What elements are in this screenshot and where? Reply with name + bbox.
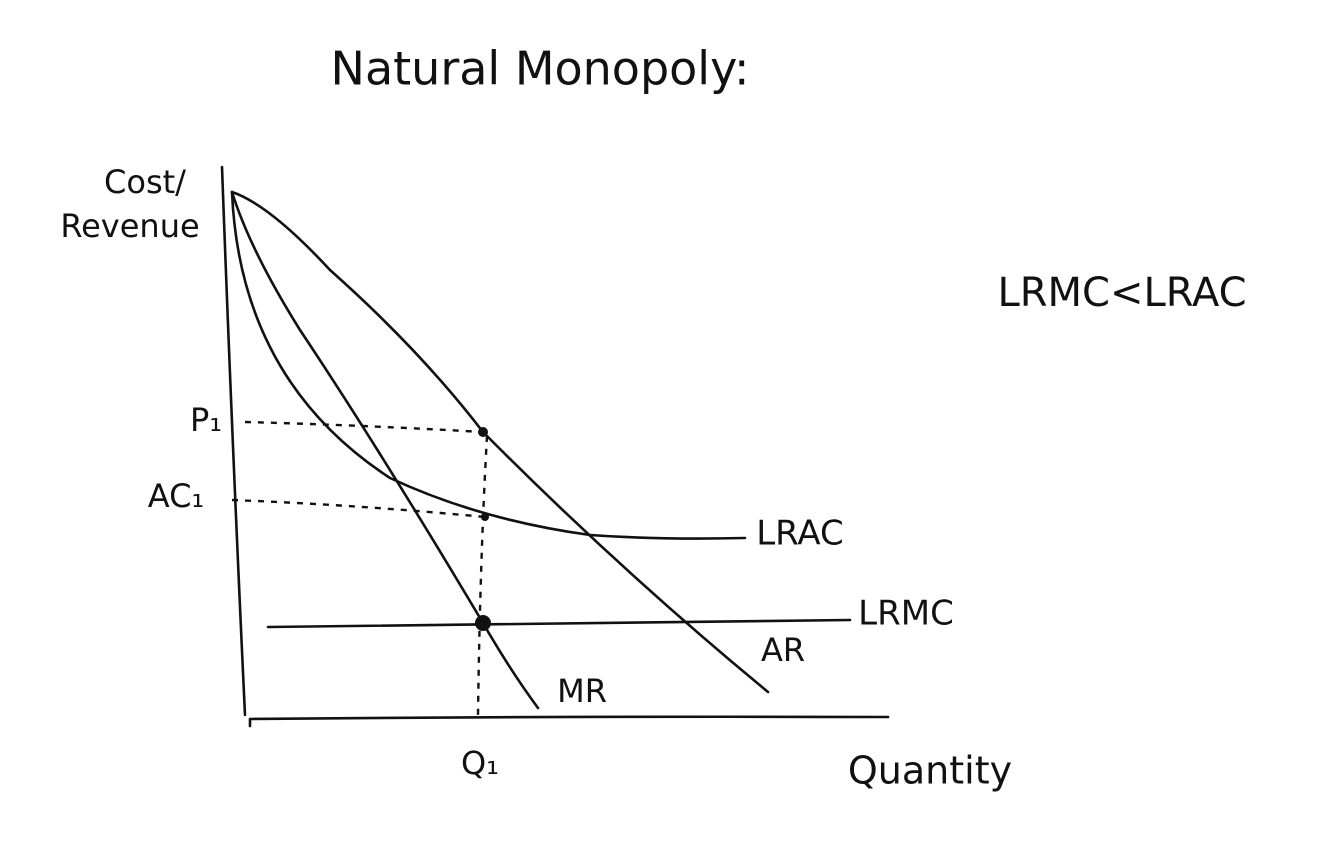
ar-label: AR [761,631,805,669]
ar-curve [230,190,770,694]
lrmc-label: LRMC [858,594,954,634]
quantity-guide [476,435,489,716]
price-guide [244,420,484,434]
title: Natural Monopoly: [331,42,750,96]
equilibrium-point [478,427,488,437]
y-axis-label: Cost/ [104,163,186,201]
mr-curve [230,190,540,710]
cost-guide [231,498,486,519]
note: LRMC<LRAC [997,270,1246,316]
quantity-label: Q₁ [461,744,499,782]
x-axis [248,715,890,728]
y-axis-label: Revenue [60,207,199,245]
x-axis-label: Quantity [848,749,1012,793]
average-cost-label: AC₁ [148,477,205,515]
lrmc-curve [266,618,852,629]
lrac-curve [230,190,747,540]
lrac-label: LRAC [756,514,844,554]
y-axis [220,165,247,717]
price-label: P₁ [190,401,222,439]
cost-point [481,513,489,521]
mr-label: MR [557,672,607,710]
mr-lrmc-point [475,615,491,631]
